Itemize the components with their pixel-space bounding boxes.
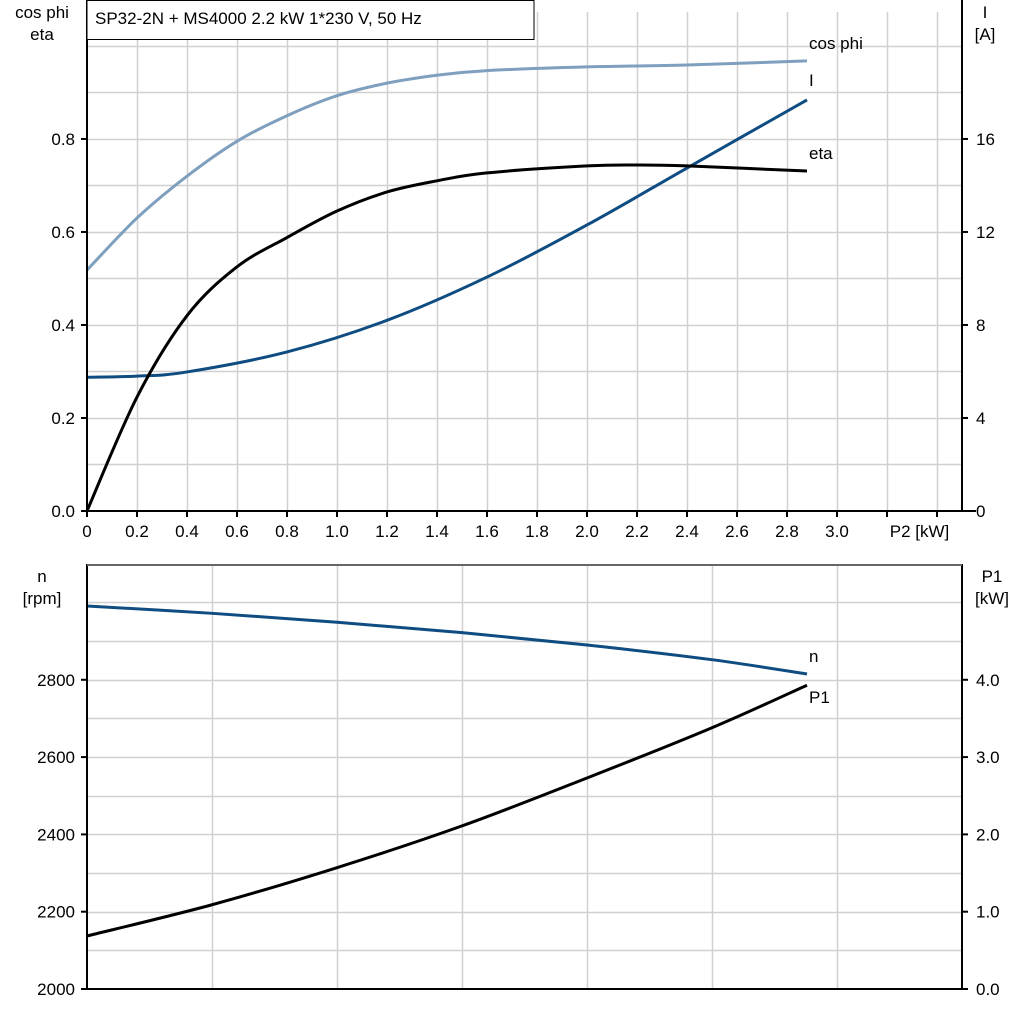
y-left-axis-label: eta (30, 25, 54, 44)
y-right-tick-label: 0.0 (976, 980, 1000, 999)
chart-title: SP32-2N + MS4000 2.2 kW 1*230 V, 50 Hz (95, 9, 422, 28)
y-right-tick-label: 3.0 (976, 748, 1000, 767)
x-tick-label: 1.2 (375, 522, 399, 541)
y-left-axis-label: cos phi (15, 3, 69, 22)
y-right-axis-label: [kW] (975, 589, 1009, 608)
x-tick-label: 0 (82, 522, 91, 541)
x-tick-label: 1.6 (475, 522, 499, 541)
series-label: eta (809, 144, 833, 163)
series-eta-line (85, 163, 808, 512)
y-left-axis-label: n (37, 567, 46, 586)
series-label: n (809, 647, 818, 666)
y-right-axis-label: I (983, 3, 988, 22)
x-tick-label: 0.6 (225, 522, 249, 541)
y-left-tick-label: 2800 (37, 671, 75, 690)
y-right-tick-label: 2.0 (976, 825, 1000, 844)
y-left-tick-label: 2600 (37, 748, 75, 767)
y-right-tick-label: 8 (976, 316, 985, 335)
x-tick-label: 2.0 (575, 522, 599, 541)
curves (85, 59, 808, 938)
y-left-tick-label: 2200 (37, 903, 75, 922)
title-box (86, 0, 535, 40)
y-right-tick-label: 12 (976, 223, 995, 242)
y-left-tick-label: 0.0 (51, 502, 75, 521)
y-right-axis-label: [A] (975, 25, 996, 44)
series-p1-line (86, 683, 808, 938)
y-left-axis-label: [rpm] (23, 589, 62, 608)
series-label: cos phi (809, 34, 863, 53)
series-i-line (86, 98, 808, 379)
series-cos-phi-line (85, 59, 808, 272)
x-tick-label: 2.6 (725, 522, 749, 541)
x-tick-label: 1.8 (525, 522, 549, 541)
x-tick-label: 1.0 (325, 522, 349, 541)
y-left-tick-label: 0.4 (51, 316, 75, 335)
y-left-tick-label: 2000 (37, 980, 75, 999)
x-axis-label: P2 [kW] (890, 522, 950, 541)
x-tick-label: 2.8 (775, 522, 799, 541)
series-label: P1 (809, 688, 830, 707)
series-label: I (809, 71, 814, 90)
y-right-tick-label: 4 (976, 409, 985, 428)
bottom-grid (87, 565, 962, 989)
x-tick-label: 2.4 (675, 522, 699, 541)
y-left-tick-label: 0.2 (51, 409, 75, 428)
x-tick-label: 1.4 (425, 522, 449, 541)
series-n-line (86, 604, 808, 676)
x-tick-label: 3.0 (825, 522, 849, 541)
y-right-tick-label: 16 (976, 130, 995, 149)
y-right-axis-label: P1 (982, 567, 1003, 586)
labels: 0.0 0.2 0.4 0.6 0.8 0 4 8 12 16 cos phi eta I [A] 0 0.2… (15, 3, 1009, 999)
y-right-tick-label: 1.0 (976, 903, 1000, 922)
top-grid (87, 12, 962, 511)
x-tick-label: 2.2 (625, 522, 649, 541)
y-left-tick-label: 0.6 (51, 223, 75, 242)
x-tick-label: 0.2 (125, 522, 149, 541)
axes (81, 0, 976, 990)
x-tick-label: 0.8 (275, 522, 299, 541)
y-left-tick-label: 0.8 (51, 130, 75, 149)
y-left-tick-label: 2400 (37, 825, 75, 844)
y-right-tick-label: 4.0 (976, 671, 1000, 690)
x-tick-label: 0.4 (175, 522, 199, 541)
y-right-tick-label: 0 (976, 502, 985, 521)
